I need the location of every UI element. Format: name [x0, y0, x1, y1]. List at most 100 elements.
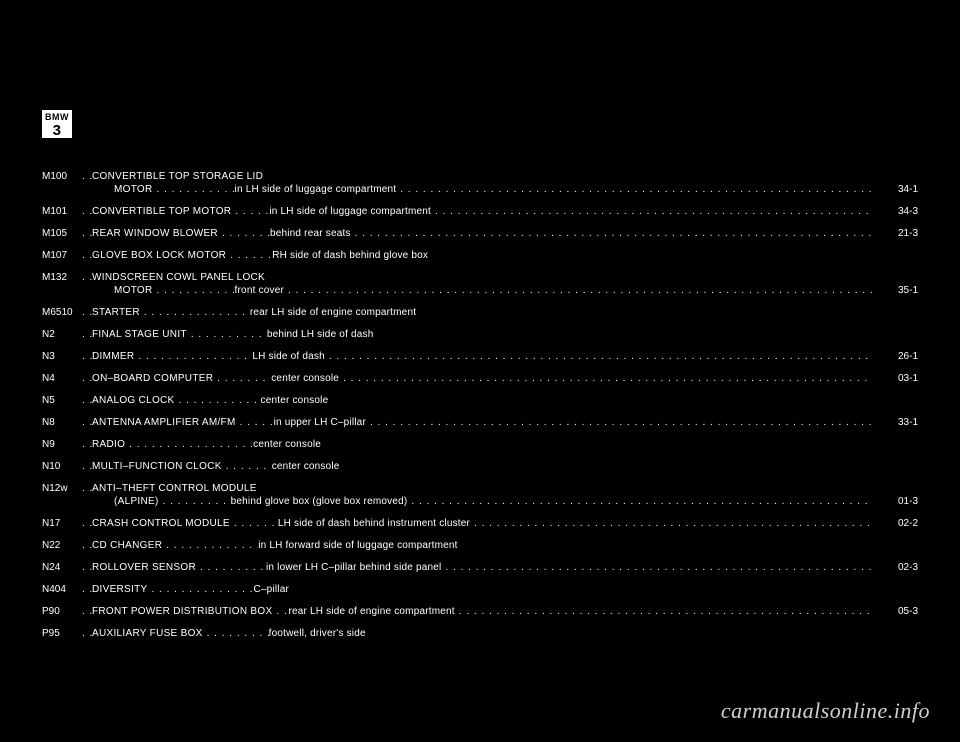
component-name: ANTENNA AMPLIFIER AM/FM	[92, 416, 236, 429]
leader-dots: . .	[82, 205, 92, 218]
table-row: M107. .GLOVE BOX LOCK MOTOR. . . . . . .…	[42, 249, 918, 262]
component-location: LH side of dash	[252, 350, 325, 363]
component-name: WINDSCREEN COWL PANEL LOCK	[92, 271, 265, 284]
leader-dots: . .	[82, 438, 92, 451]
component-name: ON–BOARD COMPUTER	[92, 372, 213, 385]
leader-dots: . . . . . . . . . . . . . . . . . . . . …	[162, 539, 258, 552]
leader-dots: . . . . . . . . . . . . . . . . . . . . …	[226, 249, 272, 262]
watermark: carmanualsonline.info	[721, 698, 930, 724]
table-row: N2. .FINAL STAGE UNIT. . . . . . . . . .…	[42, 328, 918, 341]
page-reference: 03-1	[872, 372, 918, 385]
component-code: M6510	[42, 306, 82, 319]
component-code: N3	[42, 350, 82, 363]
component-location: RH side of dash behind glove box	[272, 249, 428, 262]
page-reference: 26-1	[872, 350, 918, 363]
leader-dots: . . . . . . . . . . . . . . . . . . . . …	[231, 205, 269, 218]
table-row: M101. .CONVERTIBLE TOP MOTOR. . . . . . …	[42, 205, 918, 218]
component-location: in LH side of luggage compartment	[269, 205, 431, 218]
page-reference: 02-2	[872, 517, 918, 530]
leader-dots: . .	[82, 249, 92, 262]
leader-dots: . . . . . . . . . . . . . . . . . . . . …	[159, 495, 231, 508]
component-name: REAR WINDOW BLOWER	[92, 227, 218, 240]
page-reference: 35-1	[872, 284, 918, 297]
component-name: CONVERTIBLE TOP MOTOR	[92, 205, 231, 218]
leader-dots: . .	[82, 372, 92, 385]
table-row: N4. .ON–BOARD COMPUTER. . . . . . . . . …	[42, 372, 918, 385]
leader-dots: . . . . . . . . . . . . . . . . . . . . …	[175, 394, 261, 407]
component-name: FRONT POWER DISTRIBUTION BOX	[92, 605, 272, 618]
component-code: N17	[42, 517, 82, 530]
leader-dots: . .	[82, 227, 92, 240]
component-code: P95	[42, 627, 82, 640]
leader-dots: . . . . . . . . . . . . . . . . . . . . …	[153, 183, 235, 196]
table-row: N8. .ANTENNA AMPLIFIER AM/FM. . . . . . …	[42, 416, 918, 429]
component-code: M107	[42, 249, 82, 262]
leader-dots: . .	[82, 328, 92, 341]
component-name: MOTOR	[92, 284, 153, 297]
component-name: CONVERTIBLE TOP STORAGE LID	[92, 170, 263, 183]
leader-dots: . .	[82, 350, 92, 363]
table-row: N5. .ANALOG CLOCK. . . . . . . . . . . .…	[42, 394, 918, 407]
leader-dots: . . . . . . . . . . . . . . . . . . . . …	[218, 227, 270, 240]
leader-dots: . . . . . . . . . . . . . . . . . . . . …	[187, 328, 267, 341]
component-name: AUXILIARY FUSE BOX	[92, 627, 203, 640]
component-code: N12w	[42, 482, 82, 495]
component-code: M132	[42, 271, 82, 284]
leader-dots: . . . . . . . . . . . . . . . . . . . . …	[134, 350, 252, 363]
component-location: in upper LH C–pillar	[274, 416, 366, 429]
component-code: N404	[42, 583, 82, 596]
table-row: N3. .DIMMER. . . . . . . . . . . . . . .…	[42, 350, 918, 363]
component-code: N4	[42, 372, 82, 385]
table-row: N24. .ROLLOVER SENSOR. . . . . . . . . .…	[42, 561, 918, 574]
leader-dots: . . . . . . . . . . . . . . . . . . . . …	[153, 284, 235, 297]
component-code: N5	[42, 394, 82, 407]
leader-dots: . . . . . . . . . . . . . . . . . . . . …	[325, 350, 872, 363]
page-reference: 34-3	[872, 205, 918, 218]
component-location: rear LH side of engine compartment	[288, 605, 454, 618]
component-location: rear LH side of engine compartment	[250, 306, 416, 319]
component-location: LH side of dash behind instrument cluste…	[278, 517, 470, 530]
logo-brand: BMW	[45, 112, 69, 122]
leader-dots: . .	[82, 416, 92, 429]
table-row: MOTOR. . . . . . . . . . . . . . . . . .…	[42, 284, 918, 297]
component-code: N22	[42, 539, 82, 552]
component-name: ROLLOVER SENSOR	[92, 561, 196, 574]
index-table: M100. .CONVERTIBLE TOP STORAGE LIDMOTOR.…	[42, 170, 918, 696]
page: BMW 3 M100. .CONVERTIBLE TOP STORAGE LID…	[0, 0, 960, 742]
leader-dots: . . . . . . . . . . . . . . . . . . . . …	[140, 306, 250, 319]
component-name: CD CHANGER	[92, 539, 162, 552]
table-row: M100. .CONVERTIBLE TOP STORAGE LID	[42, 170, 918, 183]
component-name: MULTI–FUNCTION CLOCK	[92, 460, 222, 473]
leader-dots: . .	[82, 517, 92, 530]
component-location: center console	[253, 438, 321, 451]
table-row: M132. .WINDSCREEN COWL PANEL LOCK	[42, 271, 918, 284]
table-row: N9. .RADIO. . . . . . . . . . . . . . . …	[42, 438, 918, 451]
table-row: P90. .FRONT POWER DISTRIBUTION BOX. . . …	[42, 605, 918, 618]
component-location: behind glove box (glove box removed)	[231, 495, 408, 508]
leader-dots: . . . . . . . . . . . . . . . . . . . . …	[213, 372, 271, 385]
logo-model: 3	[42, 123, 72, 138]
page-reference: 21-3	[872, 227, 918, 240]
leader-dots: . .	[82, 627, 92, 640]
leader-dots: . . . . . . . . . . . . . . . . . . . . …	[125, 438, 253, 451]
component-code: N9	[42, 438, 82, 451]
component-location: behind rear seats	[270, 227, 351, 240]
leader-dots: . .	[82, 460, 92, 473]
component-location: front cover	[235, 284, 284, 297]
component-code: M100	[42, 170, 82, 183]
table-row: N404. .DIVERSITY. . . . . . . . . . . . …	[42, 583, 918, 596]
component-location: in LH side of luggage compartment	[235, 183, 397, 196]
component-location: footwell, driver's side	[269, 627, 366, 640]
component-code: N24	[42, 561, 82, 574]
leader-dots: . . . . . . . . . . . . . . . . . . . . …	[431, 205, 872, 218]
component-location: center console	[271, 372, 339, 385]
leader-dots: . .	[82, 170, 92, 183]
leader-dots: . .	[82, 561, 92, 574]
component-location: behind LH side of dash	[267, 328, 374, 341]
component-code: M105	[42, 227, 82, 240]
leader-dots: . .	[82, 306, 92, 319]
leader-dots: . . . . . . . . . . . . . . . . . . . . …	[366, 416, 872, 429]
page-reference: 01-3	[872, 495, 918, 508]
component-code: N10	[42, 460, 82, 473]
leader-dots: . . . . . . . . . . . . . . . . . . . . …	[455, 605, 872, 618]
